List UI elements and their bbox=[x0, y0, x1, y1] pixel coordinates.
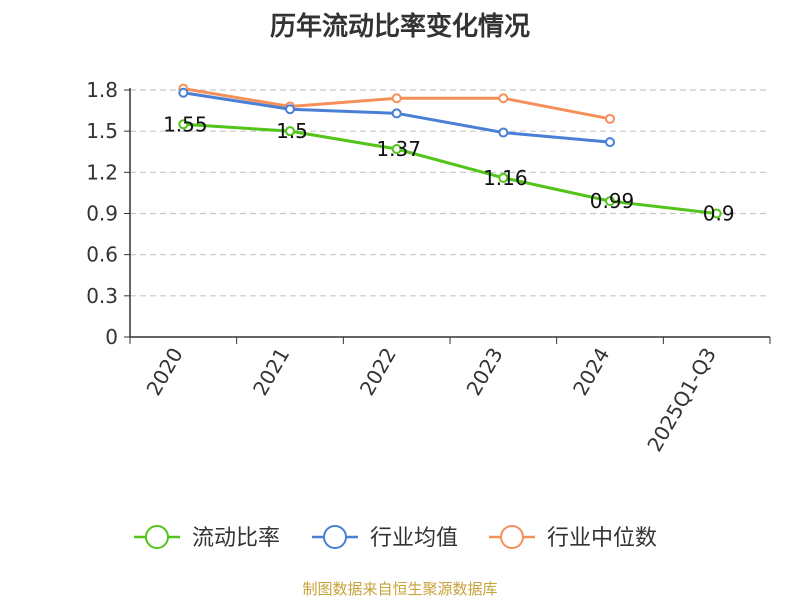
x-tick-label: 2021 bbox=[248, 344, 294, 400]
data-point bbox=[285, 104, 295, 115]
chart-title: 历年流动比率变化情况 bbox=[269, 12, 530, 42]
data-point bbox=[178, 87, 189, 98]
data-point bbox=[285, 126, 295, 137]
y-tick-label: 0.9 bbox=[86, 202, 118, 226]
data-label: 1.16 bbox=[483, 166, 528, 190]
data-point bbox=[605, 137, 615, 148]
data-point bbox=[178, 119, 189, 130]
source-note: 制图数据来自恒生聚源数据库 bbox=[302, 580, 498, 598]
x-tick-label: 2020 bbox=[141, 344, 187, 400]
y-tick-label: 1.2 bbox=[86, 160, 118, 184]
data-point bbox=[498, 172, 509, 183]
x-tick-label: 2022 bbox=[355, 344, 401, 400]
legend-label: 行业中位数 bbox=[547, 526, 657, 551]
x-tick-label: 2025Q1-Q3 bbox=[642, 344, 721, 456]
series-lines bbox=[178, 83, 722, 219]
y-tick-label: 0.6 bbox=[86, 243, 118, 267]
data-point bbox=[605, 196, 615, 207]
data-point bbox=[498, 127, 509, 138]
y-tick-label: 0 bbox=[105, 325, 118, 349]
y-tick-label: 0.3 bbox=[86, 284, 118, 308]
data-label: 1.5 bbox=[276, 119, 308, 143]
y-tick-label: 1.5 bbox=[86, 119, 118, 143]
data-point bbox=[391, 108, 402, 119]
legend-marker bbox=[145, 525, 169, 549]
data-point bbox=[498, 93, 509, 104]
data-label: 0.9 bbox=[703, 202, 735, 226]
x-tick-label: 2024 bbox=[568, 344, 614, 400]
legend-marker bbox=[323, 525, 347, 549]
legend-marker bbox=[500, 525, 524, 549]
data-point bbox=[391, 93, 402, 104]
data-label: 1.55 bbox=[163, 112, 208, 136]
y-tick-label: 1.8 bbox=[86, 78, 118, 102]
x-tick-label: 2023 bbox=[461, 344, 507, 400]
data-labels: 1.55 1.5 1.37 1.16 0.99 0.9 bbox=[163, 112, 735, 225]
legend-label: 行业均值 bbox=[370, 526, 458, 551]
data-point bbox=[605, 113, 615, 124]
legend-label: 流动比率 bbox=[192, 526, 280, 551]
data-point bbox=[711, 208, 722, 219]
data-label: 0.99 bbox=[590, 189, 635, 213]
series-line bbox=[183, 122, 717, 215]
legend: 流动比率 行业均值 行业中位数 bbox=[134, 525, 657, 551]
data-point bbox=[391, 144, 402, 155]
gridlines bbox=[130, 89, 770, 297]
data-label: 1.37 bbox=[376, 137, 421, 161]
